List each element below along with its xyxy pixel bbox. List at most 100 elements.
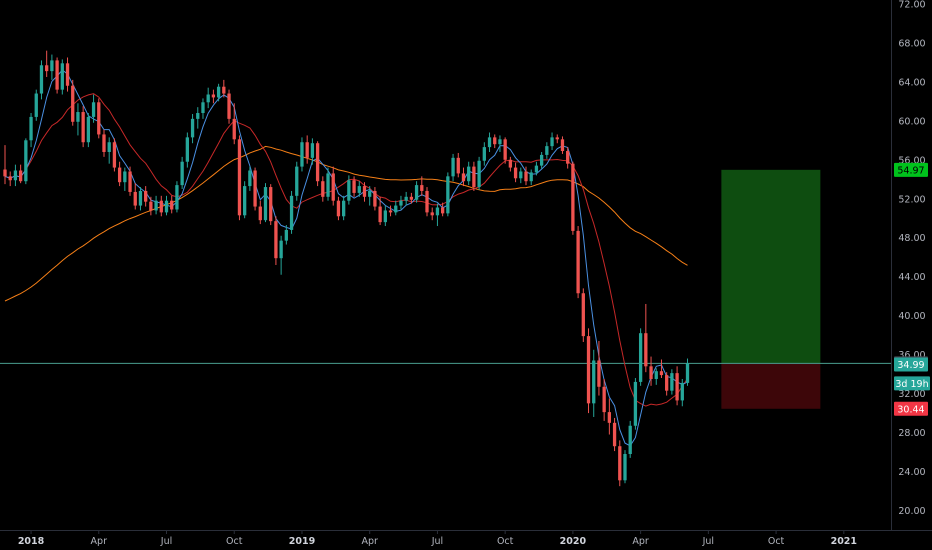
candle	[571, 161, 575, 235]
candle-body	[331, 173, 335, 201]
candle	[670, 369, 674, 395]
candle	[368, 186, 372, 206]
candle-body	[29, 116, 33, 141]
long-position-tool[interactable]	[721, 169, 821, 409]
candle-body	[628, 425, 632, 455]
candle-body	[404, 196, 408, 201]
candle	[133, 183, 137, 210]
candle	[482, 142, 486, 166]
candle-body	[149, 201, 153, 211]
profit-zone[interactable]	[721, 169, 821, 364]
candle-body	[55, 60, 59, 90]
candle-body	[269, 187, 273, 222]
candle	[539, 151, 544, 169]
candle	[508, 156, 513, 172]
candle	[65, 57, 70, 92]
candle-body	[76, 112, 80, 122]
candle-body	[649, 366, 653, 379]
time-tick-label: Apr	[632, 536, 649, 547]
candle	[498, 135, 502, 152]
candle	[576, 226, 580, 299]
candle	[206, 87, 210, 109]
candle	[29, 113, 33, 148]
candle-body	[39, 65, 44, 94]
candle-body	[81, 112, 85, 143]
candle	[581, 288, 585, 342]
candle-body	[3, 169, 7, 177]
candle	[13, 164, 18, 187]
candle	[362, 182, 367, 202]
candle	[665, 372, 669, 396]
candle-body	[201, 102, 205, 114]
candle-body	[289, 195, 294, 230]
candle	[76, 103, 80, 136]
time-tick-label: 2021	[831, 536, 857, 547]
candle-body	[243, 186, 247, 216]
candle-body	[383, 210, 387, 223]
candle-body	[295, 166, 299, 196]
candle-body	[685, 363, 690, 383]
candle-body	[97, 102, 101, 135]
candle-body	[310, 143, 315, 158]
price-tick-label: 40.00	[898, 311, 925, 322]
candle-body	[472, 166, 476, 188]
candle	[430, 207, 434, 221]
candle	[446, 172, 450, 217]
candle	[623, 450, 627, 484]
candle-body	[164, 200, 169, 213]
candle-body	[326, 173, 330, 197]
candle	[164, 195, 169, 216]
candle-body	[477, 160, 481, 188]
candle-body	[216, 86, 221, 98]
candle	[425, 187, 429, 217]
candle	[456, 152, 460, 178]
candle	[237, 135, 242, 221]
candle	[326, 167, 330, 201]
candle-body	[498, 139, 502, 145]
candle-body	[414, 185, 419, 200]
candle	[243, 181, 247, 219]
time-axis[interactable]: 2018 Apr Jul Oct 2019 Apr Jul Oct 2020 Apr Jul Oct 2…	[18, 530, 857, 547]
candle	[216, 83, 221, 102]
candle	[81, 106, 85, 148]
candle-body	[555, 137, 559, 140]
candle	[50, 54, 54, 80]
candle-body	[107, 142, 111, 152]
candle	[550, 132, 554, 151]
candle-body	[388, 210, 393, 213]
candle-body	[513, 167, 518, 179]
candle	[602, 378, 606, 421]
candle-body	[440, 207, 445, 214]
candle-body	[675, 373, 679, 401]
candle	[659, 359, 664, 379]
candle	[597, 340, 601, 396]
candle	[352, 176, 356, 197]
candle	[566, 147, 570, 169]
candle	[472, 161, 476, 191]
candle	[305, 135, 309, 164]
candle-body	[644, 333, 648, 367]
candle-body	[373, 190, 377, 207]
stop-loss-zone[interactable]	[721, 363, 821, 409]
candle	[420, 176, 424, 196]
candle	[409, 192, 414, 204]
close-price-tag-text: 34.99	[897, 360, 924, 371]
candle	[467, 161, 471, 186]
candle-body	[524, 171, 528, 182]
candle	[222, 79, 226, 98]
candle	[461, 167, 466, 187]
time-tick-label: Oct	[768, 536, 785, 547]
candle	[185, 132, 189, 168]
candle-body	[170, 200, 174, 210]
candle	[97, 98, 101, 139]
price-axis[interactable]: 72.00 68.00 64.00 60.00 56.00 52.00 48.00 44.00…	[898, 0, 925, 517]
candle	[117, 161, 122, 187]
candle	[383, 205, 387, 227]
candle	[284, 225, 288, 245]
candle-body	[86, 116, 91, 143]
candle	[592, 349, 596, 417]
time-tick-label: Jul	[431, 536, 443, 547]
candle	[451, 153, 455, 182]
candle-body	[612, 422, 617, 447]
